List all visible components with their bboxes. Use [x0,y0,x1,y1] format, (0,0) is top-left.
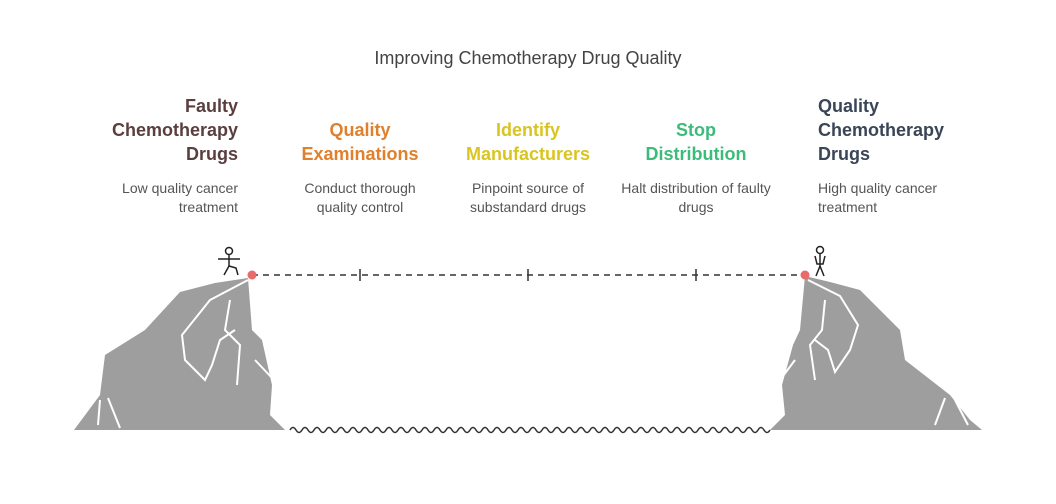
step-label: Identify Manufacturers [465,120,591,164]
right-cliff-cracks [779,279,969,426]
right-figure [814,245,826,277]
start-dot [247,270,257,280]
step-ticks [359,269,697,281]
right-cliff [770,276,982,430]
end-label: Quality Chemotherapy Drugs [818,96,945,164]
start-description: Low quality cancer treatment [122,180,238,215]
step-description: Halt distribution of faulty drugs [621,180,771,215]
step-label: Stop Distribution [645,120,747,164]
left-cliff [74,278,285,430]
end-description: High quality cancer treatment [818,180,938,215]
step-description: Pinpoint source of substandard drugs [470,180,586,215]
step-description: Conduct thorough quality control [304,180,416,215]
left-figure [218,246,240,276]
end-dot [800,270,810,280]
step-label: Quality Examinations [301,120,419,164]
title: Improving Chemotherapy Drug Quality [374,48,682,68]
left-cliff-cracks [97,279,273,429]
water [289,426,771,434]
start-label: Faulty Chemotherapy Drugs [111,96,238,164]
